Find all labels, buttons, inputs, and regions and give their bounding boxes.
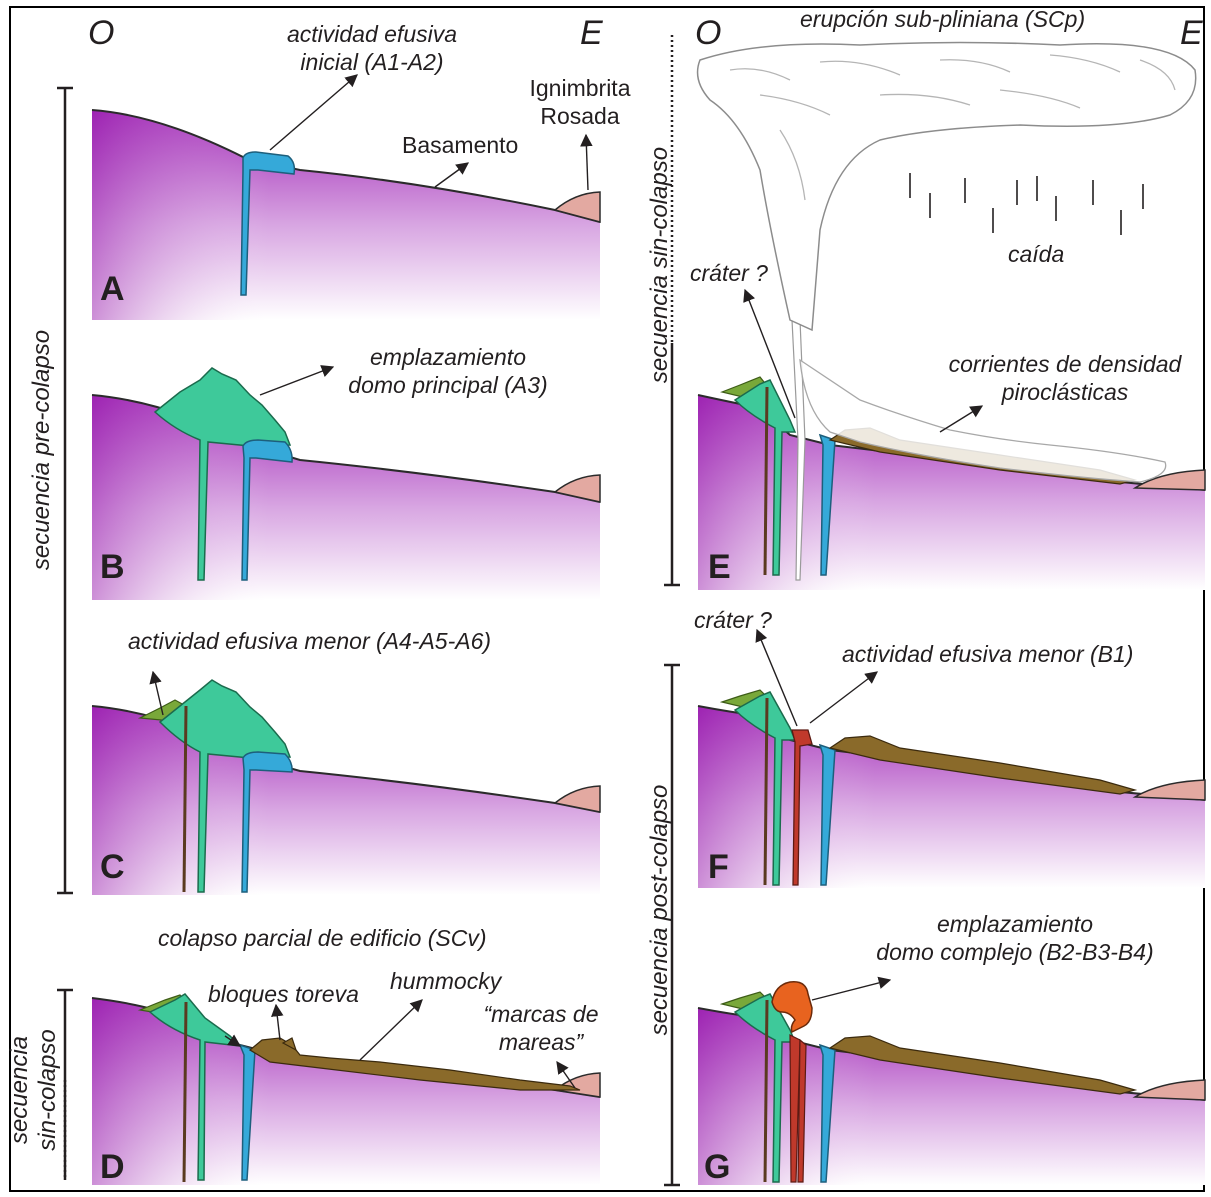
- panel-letter-d: D: [100, 1148, 125, 1186]
- label-ignimbrite-rosada: Ignimbrita Rosada: [529, 75, 631, 129]
- west-label-left: O: [88, 14, 115, 52]
- label-hummocky: hummocky: [390, 968, 502, 994]
- label-minor-effusive-b: actividad efusiva menor (B1): [842, 641, 1134, 667]
- label-minor-effusive-a: actividad efusiva menor (A4-A5-A6): [128, 628, 492, 654]
- panel-letter-c: C: [100, 848, 125, 886]
- ash-cloud: [696, 41, 1197, 332]
- label-main-dome: emplazamiento domo principal (A3): [348, 344, 548, 398]
- pdc-cloud-e: [799, 358, 1167, 483]
- panel-letter-f: F: [708, 848, 729, 886]
- label-crater-e: cráter ?: [690, 260, 768, 286]
- west-label-right: O: [695, 14, 722, 52]
- east-label-left: E: [580, 14, 603, 52]
- panel-a: [91, 109, 601, 320]
- label-pdc: corrientes de densidad piroclásticas: [948, 351, 1182, 405]
- figure-frame: [9, 6, 1205, 1192]
- label-fall: caída: [1008, 241, 1065, 267]
- effusive-lobe-a: [240, 151, 296, 296]
- panel-e: [696, 41, 1206, 590]
- fall-lines: [909, 173, 1144, 235]
- panel-letter-a: A: [100, 270, 125, 308]
- panel-f: [697, 689, 1206, 888]
- east-label-right: E: [1180, 14, 1203, 52]
- panel-letter-b: B: [100, 548, 125, 586]
- label-effusive-initial: actividad efusiva inicial (A1-A2): [286, 21, 458, 75]
- panel-letter-g: G: [704, 1148, 731, 1186]
- label-partial-collapse: colapso parcial de edificio (SCv): [158, 925, 487, 951]
- panel-g: [697, 981, 1206, 1185]
- panel-letter-e: E: [708, 548, 731, 586]
- sequence-pre-collapse: secuencia pre-colapso: [28, 329, 55, 571]
- complex-dome-g: [771, 981, 813, 1034]
- sequence-syn-collapse-right: secuencia sin-colapso: [646, 146, 673, 384]
- label-crater-f: cráter ?: [694, 607, 772, 633]
- label-toreva-blocks: bloques toreva: [208, 981, 359, 1007]
- ignimbrite-a: [553, 191, 601, 223]
- label-subplinian: erupción sub-pliniana (SCp): [800, 6, 1086, 32]
- main-dome-b: [153, 367, 292, 581]
- red-lobe-f: [791, 729, 813, 886]
- label-basamento: Basamento: [402, 132, 519, 158]
- panel-d: [91, 993, 601, 1185]
- panel-b: [91, 367, 601, 600]
- panel-c: [91, 679, 601, 895]
- label-complex-dome: emplazamiento domo complejo (B2-B3-B4): [876, 911, 1154, 965]
- label-tide-marks: “marcas de mareas”: [483, 1001, 599, 1055]
- sequence-post-collapse: secuencia post-colapso: [646, 784, 673, 1036]
- sequence-syn-collapse-left: secuencia sin-colapso: [6, 1029, 61, 1151]
